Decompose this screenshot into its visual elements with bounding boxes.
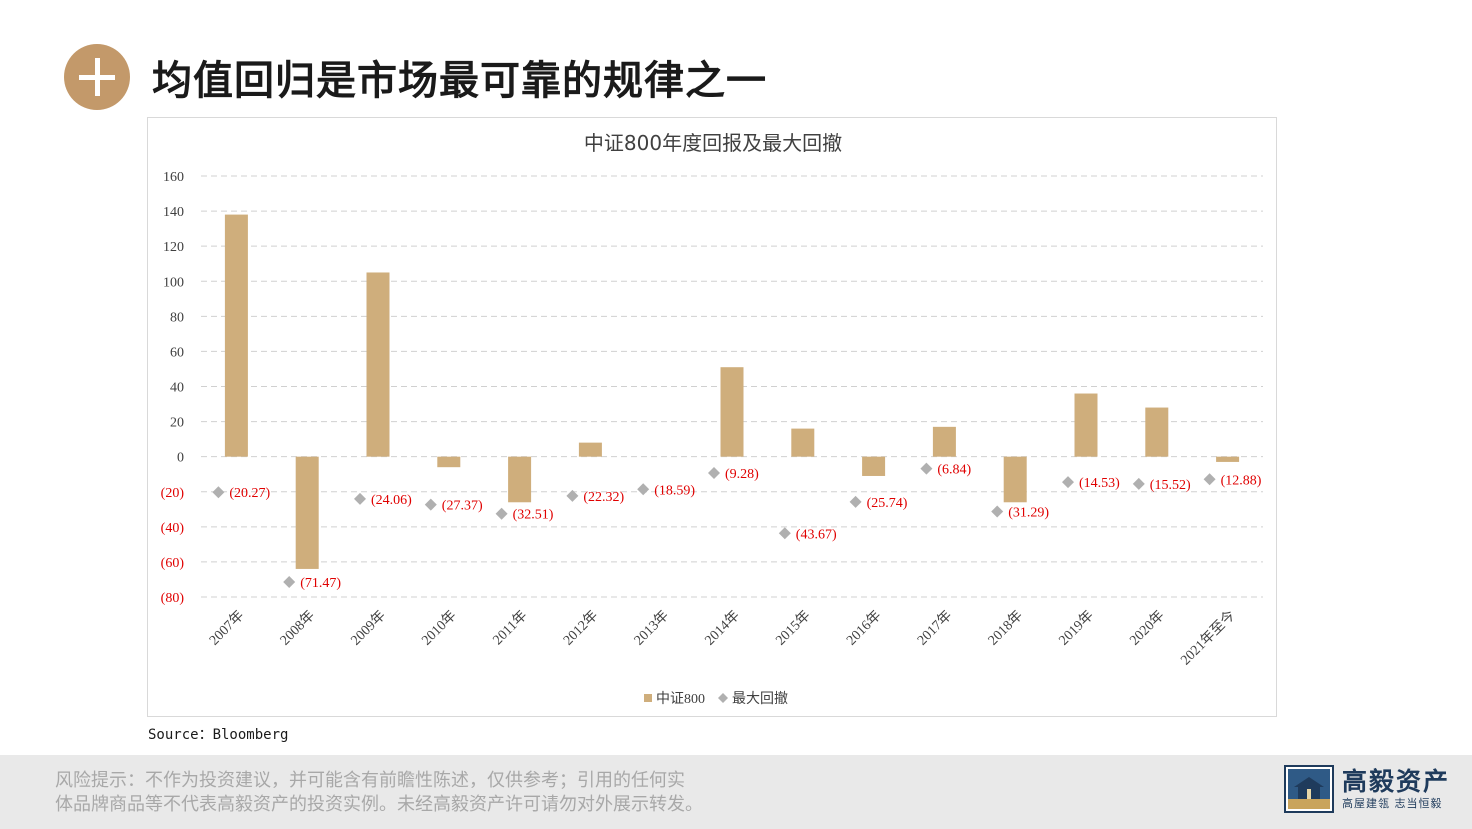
risk-line-1: 风险提示：不作为投资建议，并可能含有前瞻性陈述，仅供参考；引用的任何实: [55, 770, 685, 791]
drawdown-label: (22.32): [583, 490, 624, 505]
x-tick-label: 2016年: [843, 608, 884, 649]
x-tick-label: 2015年: [773, 608, 814, 649]
y-tick-label: (20): [161, 486, 185, 501]
bar-14: [1216, 456, 1240, 462]
drawdown-label: (24.06): [371, 493, 412, 508]
bar-8: [791, 428, 815, 457]
chart-frame: 中证800年度回报及最大回撤 160 140 120 100 80 60 40 20 0 (20) (…: [147, 117, 1277, 717]
x-tick-label: 2011年: [490, 608, 531, 649]
y-tick-label: 80: [170, 310, 184, 325]
brand-slogan: 高屋建瓴 志当恒毅: [1341, 797, 1443, 810]
drawdown-marker-3: [424, 498, 437, 511]
bar-9: [862, 456, 886, 476]
drawdown-label: (6.84): [937, 463, 971, 478]
drawdown-label: (25.74): [867, 496, 908, 511]
bar-10: [932, 426, 956, 457]
drawdown-marker-9: [849, 495, 862, 508]
drawdown-label: (9.28): [725, 467, 759, 482]
bar-12: [1074, 393, 1098, 457]
y-tick-label: 120: [163, 240, 184, 255]
chart-title: 中证800年度回报及最大回撤: [584, 131, 842, 155]
x-tick-label: 2020年: [1127, 608, 1168, 649]
drawdown-label: (14.53): [1079, 476, 1120, 491]
bar-13: [1145, 407, 1169, 457]
drawdown-label: (27.37): [442, 499, 483, 514]
y-tick-label: 60: [170, 345, 184, 360]
drawdown-marker-5: [566, 489, 579, 502]
chart: 中证800年度回报及最大回撤 160 140 120 100 80 60 40 20 0 (20) (…: [161, 131, 1263, 707]
y-tick-label: 100: [163, 275, 184, 290]
drawdown-marker-11: [991, 505, 1004, 518]
bar-1: [295, 456, 319, 569]
source-note: Source：Bloomberg: [148, 727, 289, 743]
drawdown-label: (15.52): [1150, 478, 1191, 493]
y-tick-label: 40: [170, 381, 184, 396]
drawdown-marker-1: [283, 576, 296, 589]
risk-disclaimer: 风险提示：不作为投资建议，并可能含有前瞻性陈述，仅供参考；引用的任何实 体品牌商…: [55, 769, 815, 817]
bar-3: [437, 456, 461, 468]
page-title: 均值回归是市场最可靠的规律之一: [152, 58, 767, 104]
legend-label-bar: 中证800: [656, 691, 705, 707]
drawdown-marker-6: [637, 483, 650, 496]
drawdown-marker-2: [354, 492, 366, 505]
drawdown-marker-13: [1132, 477, 1145, 490]
drawdown-marker-7: [708, 466, 720, 479]
x-tick-label: 2013年: [631, 608, 672, 649]
drawdown-marker-4: [495, 507, 508, 520]
drawdown-label: (32.51): [513, 508, 554, 523]
bar-11: [1003, 456, 1027, 503]
x-tick-label: 2009年: [348, 608, 389, 649]
bar-0: [224, 214, 248, 457]
legend-swatch-bar: [644, 694, 652, 702]
bar-4: [508, 456, 532, 503]
drawdown-marker-12: [1062, 476, 1074, 489]
x-tick-label: 2018年: [985, 608, 1026, 649]
x-tick-label: 2008年: [277, 608, 318, 649]
drawdown-label: (71.47): [300, 576, 341, 591]
y-tick-label: (80): [161, 591, 185, 606]
drawdown-label: (12.88): [1221, 473, 1262, 488]
brand-name: 高毅资产: [1341, 767, 1450, 796]
bar-2: [366, 272, 390, 457]
legend-label-marker: 最大回撤: [732, 691, 788, 707]
x-tick-label: 2017年: [914, 608, 955, 649]
x-tick-label: 2010年: [419, 608, 460, 649]
y-tick-label: 160: [163, 170, 184, 185]
drawdown-marker-14: [1203, 473, 1216, 486]
drawdown-marker-10: [920, 462, 933, 475]
drawdown-label: (31.29): [1008, 506, 1049, 521]
footer: 风险提示：不作为投资建议，并可能含有前瞻性陈述，仅供参考；引用的任何实 体品牌商…: [0, 755, 1472, 829]
risk-line-2: 体品牌商品等不代表高毅资产的投资实例。未经高毅资产许可请勿对外展示转发。: [55, 794, 703, 815]
drawdown-label: (18.59): [654, 483, 695, 498]
x-tick-label: 2014年: [702, 608, 743, 649]
page-header: 均值回归是市场最可靠的规律之一: [64, 44, 767, 110]
legend-swatch-marker: [718, 693, 728, 703]
drawdown-marker-0: [212, 486, 225, 499]
plus-icon: [64, 44, 130, 110]
brand: 高毅资产 高屋建瓴 志当恒毅: [1283, 765, 1450, 813]
drawdown-marker-8: [778, 527, 791, 540]
drawdown-label: (20.27): [229, 486, 270, 501]
y-tick-label: (60): [161, 556, 185, 571]
y-tick-label: 140: [163, 205, 184, 220]
y-tick-label: 0: [177, 451, 184, 466]
y-tick-label: (40): [161, 521, 185, 536]
brand-logo-icon: [1283, 765, 1334, 813]
bar-5: [578, 442, 602, 457]
x-tick-label: 2007年: [206, 608, 247, 649]
bar-7: [720, 367, 744, 457]
x-tick-label: 2012年: [560, 608, 601, 649]
drawdown-label: (43.67): [796, 527, 837, 542]
y-tick-label: 20: [170, 416, 184, 431]
x-tick-label: 2019年: [1056, 608, 1097, 649]
x-tick-label: 2021年至今: [1178, 608, 1239, 669]
